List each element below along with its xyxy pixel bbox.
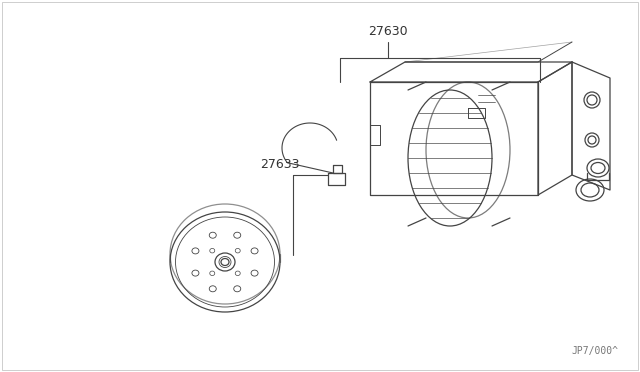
Text: 27630: 27630 (368, 25, 408, 38)
Text: 27633: 27633 (260, 158, 300, 171)
Text: JP7/000^: JP7/000^ (571, 346, 618, 356)
